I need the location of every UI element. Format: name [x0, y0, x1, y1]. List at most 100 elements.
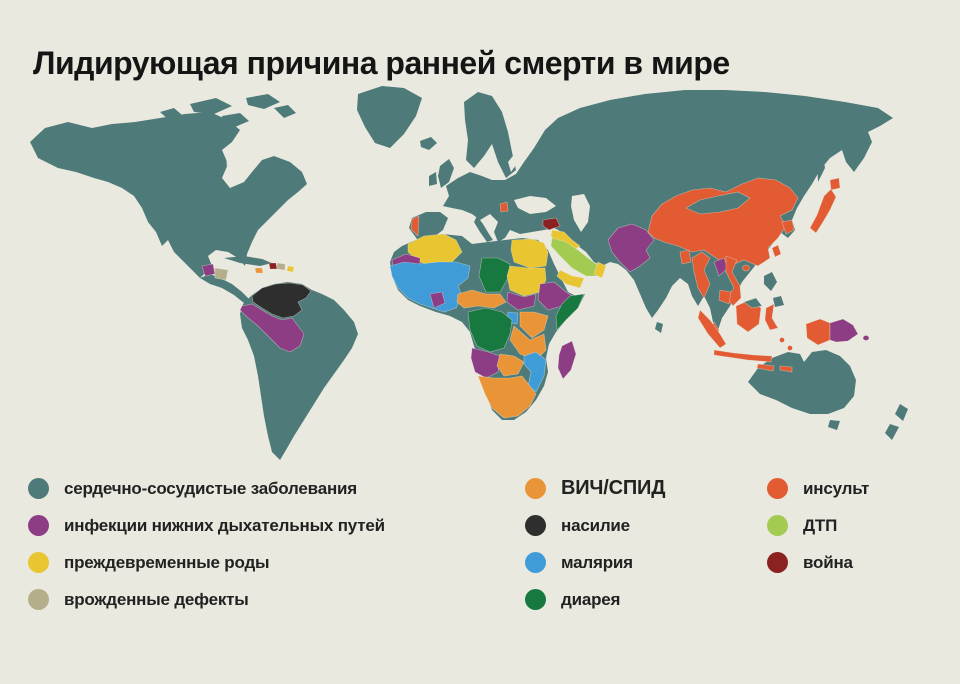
region-west-papua — [805, 318, 831, 346]
region-maluku-2 — [787, 345, 793, 351]
legend-item-hiv: ВИЧ/СПИД — [525, 470, 665, 507]
region-iceland — [420, 137, 437, 150]
region-cuba — [224, 256, 272, 266]
diarrhea-color-dot — [525, 589, 546, 610]
legend-item-malaria: малярия — [525, 544, 665, 581]
region-solomon — [862, 335, 870, 341]
region-sulawesi — [764, 303, 779, 331]
region-afghanistan-pakistan — [607, 223, 655, 273]
war-color-dot — [767, 552, 788, 573]
region-haiti — [268, 262, 278, 270]
legend-item-war: война — [767, 544, 869, 581]
region-greenland — [357, 86, 422, 148]
stroke-color-dot — [767, 478, 788, 499]
legend-label: война — [803, 552, 853, 572]
region-arctic-islands — [160, 94, 296, 127]
region-philippines — [764, 272, 784, 307]
legend-label: сердечно-сосудистые заболевания — [64, 478, 357, 498]
region-dominican-republic — [276, 262, 286, 271]
legend-item-violence: насилие — [525, 507, 665, 544]
region-jamaica — [254, 267, 264, 274]
region-madagascar — [557, 340, 577, 380]
legend-item-rta: ДТП — [767, 507, 869, 544]
caspian-sea — [571, 194, 590, 232]
region-egypt — [510, 238, 549, 269]
region-ecuador-peru-bolivia — [239, 303, 305, 353]
cardio-color-dot — [28, 478, 49, 499]
legend-item-diarrhea: диарея — [525, 581, 665, 618]
region-puerto-rico — [286, 265, 295, 273]
legend-label: малярия — [561, 552, 633, 572]
region-tanzania — [509, 325, 547, 361]
legend-label: врожденные дефекты — [64, 589, 249, 609]
region-north-korea — [781, 219, 795, 235]
region-mozambique-malawi — [523, 351, 547, 393]
region-angola — [470, 347, 501, 379]
region-kenya — [519, 311, 549, 339]
region-japan — [809, 177, 841, 234]
resp-color-dot — [28, 515, 49, 536]
legend-item-defects: врожденные дефекты — [28, 581, 385, 618]
region-tasmania — [828, 420, 840, 430]
region-maluku-1 — [779, 337, 785, 343]
region-colombia-venezuela — [251, 282, 312, 319]
black-sea — [514, 196, 556, 214]
region-south-sudan — [506, 291, 537, 311]
legend: сердечно-сосудистые заболевания инфекции… — [0, 470, 960, 670]
region-syria — [542, 217, 561, 231]
legend-item-stroke: инсульт — [767, 470, 869, 507]
region-ivory-coast — [429, 291, 446, 309]
defects-color-dot — [28, 589, 49, 610]
page-title: Лидирующая причина ранней смерти в мире — [33, 45, 730, 82]
legend-item-cardio: сердечно-сосудистые заболевания — [28, 470, 385, 507]
region-taiwan — [771, 244, 782, 258]
region-yemen — [556, 269, 585, 289]
region-new-zealand — [885, 404, 908, 440]
region-honduras — [214, 267, 229, 281]
rta-color-dot — [767, 515, 788, 536]
violence-color-dot — [525, 515, 546, 536]
legend-label: диарея — [561, 589, 621, 609]
region-java — [713, 349, 773, 363]
legend-label: преждевременные роды — [64, 552, 270, 572]
region-cameroon-car — [456, 289, 507, 309]
legend-column-3: инсульт ДТП война — [767, 470, 869, 581]
region-central-america — [200, 274, 250, 303]
region-uk-ireland — [429, 159, 454, 188]
region-china — [647, 177, 799, 267]
region-bangladesh — [679, 249, 692, 265]
region-papua-new-guinea — [829, 318, 859, 343]
region-hainan — [742, 264, 750, 272]
legend-item-preterm: преждевременные роды — [28, 544, 385, 581]
region-oman — [593, 261, 607, 279]
legend-column-2: ВИЧ/СПИД насилие малярия диарея — [525, 470, 665, 618]
hiv-color-dot — [525, 478, 546, 499]
region-portugal — [410, 215, 420, 237]
region-borneo-malaysia — [743, 297, 763, 309]
region-myanmar — [691, 251, 711, 299]
region-southern-africa — [477, 375, 537, 419]
region-balkan-country — [499, 201, 509, 213]
region-dr-congo — [467, 307, 513, 353]
region-sumatra — [697, 309, 727, 349]
legend-label: инфекции нижних дыхательных путей — [64, 515, 385, 535]
region-sri-lanka — [655, 322, 663, 333]
preterm-color-dot — [28, 552, 49, 573]
region-lesser-sunda — [756, 363, 793, 373]
legend-label: инсульт — [803, 478, 870, 498]
region-north-america — [30, 112, 307, 278]
region-cambodia — [718, 289, 732, 305]
region-scandinavia — [464, 92, 516, 178]
region-west-africa — [389, 261, 471, 313]
region-italy — [474, 216, 493, 249]
region-vietnam — [725, 255, 742, 307]
hudson-bay — [226, 146, 250, 178]
legend-column-1: сердечно-сосудистые заболевания инфекции… — [28, 470, 385, 618]
region-australia — [748, 350, 856, 414]
region-chad — [478, 257, 511, 293]
legend-item-resp: инфекции нижних дыхательных путей — [28, 507, 385, 544]
region-zambia — [496, 353, 525, 377]
region-guatemala — [201, 263, 216, 277]
